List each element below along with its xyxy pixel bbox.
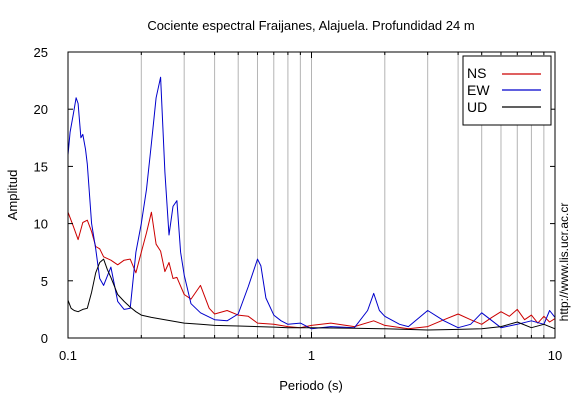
y-tick-label: 15 <box>34 159 48 174</box>
legend: NS EW UD <box>462 55 552 126</box>
series-line-ud <box>67 258 556 331</box>
y-axis-label: Amplitud <box>5 170 20 221</box>
axis-ticks: 0 5 10 15 20 25 0.1 1 10 <box>34 45 563 363</box>
legend-label-ud: UD <box>467 99 487 115</box>
legend-label-ns: NS <box>467 65 486 81</box>
x-tick-label: 1 <box>308 348 315 363</box>
y-tick-label: 0 <box>41 331 48 346</box>
y-tick-label: 20 <box>34 102 48 117</box>
legend-label-ew: EW <box>467 82 490 98</box>
chart-title: Cociente espectral Fraijanes, Alajuela. … <box>147 18 474 33</box>
x-axis-label: Periodo (s) <box>279 378 343 393</box>
x-tick-label: 10 <box>548 348 562 363</box>
x-tick-label: 0.1 <box>59 348 77 363</box>
y-tick-label: 5 <box>41 274 48 289</box>
side-url-text: http://www.lis.ucr.ac.cr <box>557 203 571 322</box>
y-tick-label: 10 <box>34 217 48 232</box>
series-line-ns <box>67 211 556 330</box>
series-line-ew <box>67 76 556 330</box>
y-tick-label: 25 <box>34 45 48 60</box>
series-lines <box>67 76 556 331</box>
